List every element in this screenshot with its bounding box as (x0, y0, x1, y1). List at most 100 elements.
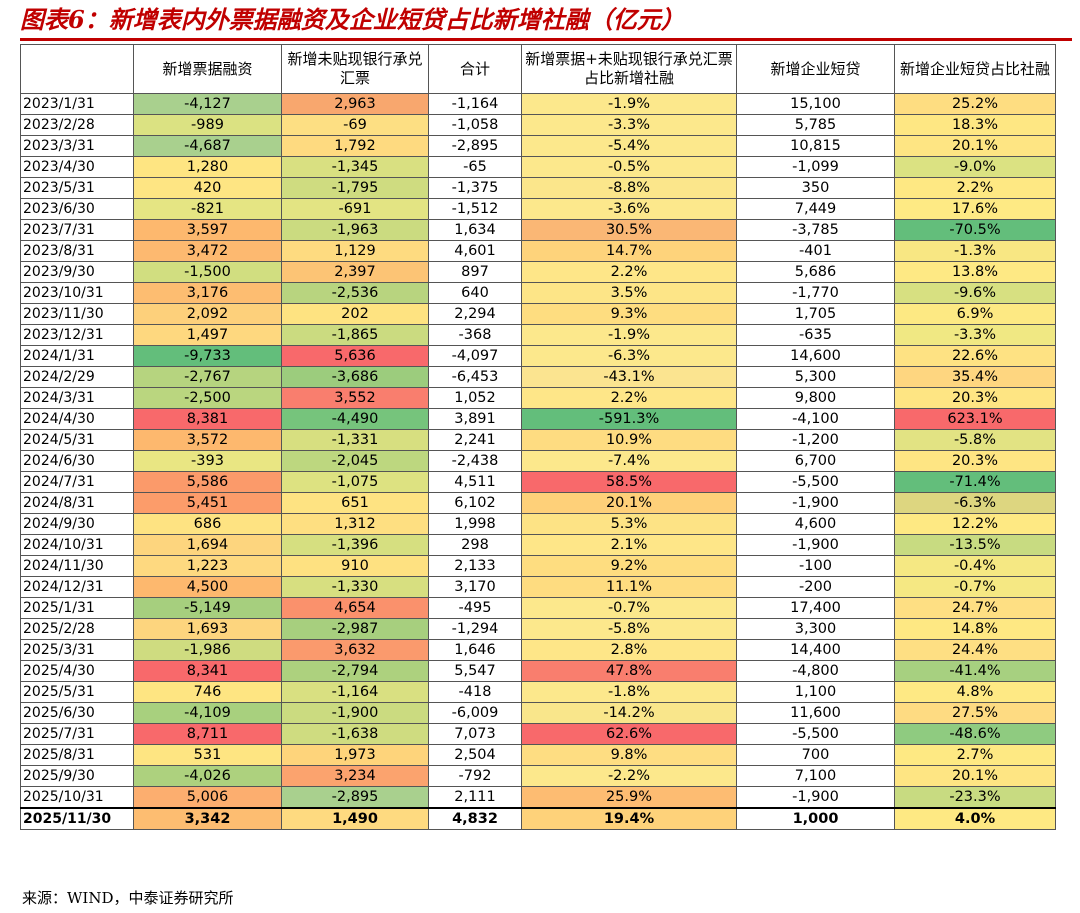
date-cell: 2025/4/30 (20, 660, 134, 682)
bill-share-cell: 2.2% (521, 261, 737, 283)
undiscounted-acceptance-cell: 651 (281, 492, 429, 514)
short-loans-cell: 5,686 (736, 261, 895, 283)
total-cell: 5,547 (428, 660, 522, 682)
short-loans-cell: 3,300 (736, 618, 895, 640)
bill-share-cell: 30.5% (521, 219, 737, 241)
bill-financing-cell: 1,280 (133, 156, 282, 178)
total-cell: 4,511 (428, 471, 522, 493)
bill-share-cell: -591.3% (521, 408, 737, 430)
short-loans-cell: 14,400 (736, 639, 895, 661)
short-loans-cell: -1,900 (736, 786, 895, 809)
bill-financing-cell: -393 (133, 450, 282, 472)
table-row: 2024/10/31 1,694 -1,396 298 2.1% -1,900 -13.5% (20, 534, 1056, 556)
bill-share-cell: -1.9% (521, 93, 737, 115)
bill-financing-cell: 531 (133, 744, 282, 766)
undiscounted-acceptance-cell: -1,795 (281, 177, 429, 199)
date-cell: 2025/6/30 (20, 702, 134, 724)
date-cell: 2024/2/29 (20, 366, 134, 388)
header-short-loans: 新增企业短贷 (736, 44, 895, 94)
bill-share-cell: 2.8% (521, 639, 737, 661)
short-loans-cell: 11,600 (736, 702, 895, 724)
table-row: 2024/2/29 -2,767 -3,686 -6,453 -43.1% 5,300 35… (20, 366, 1056, 388)
total-cell: -1,512 (428, 198, 522, 220)
short-loan-share-cell: -5.8% (894, 429, 1056, 451)
total-cell: 4,832 (428, 807, 522, 830)
bill-share-cell: 2.2% (521, 387, 737, 409)
bill-share-cell: 47.8% (521, 660, 737, 682)
total-cell: 6,102 (428, 492, 522, 514)
table-row: 2023/2/28 -989 -69 -1,058 -3.3% 5,785 18.3% (20, 114, 1056, 136)
undiscounted-acceptance-cell: 202 (281, 303, 429, 325)
total-cell: -495 (428, 597, 522, 619)
table-row: 2023/3/31 -4,687 1,792 -2,895 -5.4% 10,815 20.… (20, 135, 1056, 157)
date-cell: 2023/11/30 (20, 303, 134, 325)
page-title: 图表6：新增表内外票据融资及企业短贷占比新增社融（亿元） (20, 5, 685, 34)
undiscounted-acceptance-cell: -1,331 (281, 429, 429, 451)
total-cell: -1,164 (428, 93, 522, 115)
short-loan-share-cell: 25.2% (894, 93, 1056, 115)
bill-share-cell: -5.8% (521, 618, 737, 640)
short-loans-cell: 6,700 (736, 450, 895, 472)
bill-share-cell: -0.7% (521, 597, 737, 619)
total-cell: -2,895 (428, 135, 522, 157)
bill-financing-cell: -2,767 (133, 366, 282, 388)
bill-share-cell: -14.2% (521, 702, 737, 724)
short-loan-share-cell: 27.5% (894, 702, 1056, 724)
bill-financing-cell: -1,986 (133, 639, 282, 661)
bill-share-cell: 25.9% (521, 786, 737, 809)
total-cell: -6,453 (428, 366, 522, 388)
date-cell: 2023/10/31 (20, 282, 134, 304)
undiscounted-acceptance-cell: -2,987 (281, 618, 429, 640)
bill-share-cell: -43.1% (521, 366, 737, 388)
bill-financing-cell: 686 (133, 513, 282, 535)
short-loans-cell: -1,900 (736, 534, 895, 556)
date-cell: 2024/12/31 (20, 576, 134, 598)
bill-financing-cell: 1,694 (133, 534, 282, 556)
bill-financing-cell: 5,451 (133, 492, 282, 514)
short-loan-share-cell: -23.3% (894, 786, 1056, 809)
short-loans-cell: -5,500 (736, 723, 895, 745)
undiscounted-acceptance-cell: 4,654 (281, 597, 429, 619)
table-row: 2025/8/31 531 1,973 2,504 9.8% 700 2.7% (20, 744, 1056, 766)
total-cell: -1,058 (428, 114, 522, 136)
short-loan-share-cell: 6.9% (894, 303, 1056, 325)
table-row: 2024/5/31 3,572 -1,331 2,241 10.9% -1,200 -5.8… (20, 429, 1056, 451)
short-loans-cell: 5,785 (736, 114, 895, 136)
short-loans-cell: 1,705 (736, 303, 895, 325)
table-row: 2025/4/30 8,341 -2,794 5,547 47.8% -4,800 -41.… (20, 660, 1056, 682)
table-row: 2024/3/31 -2,500 3,552 1,052 2.2% 9,800 20.3% (20, 387, 1056, 409)
bill-share-cell: 10.9% (521, 429, 737, 451)
short-loans-cell: -4,100 (736, 408, 895, 430)
bill-share-cell: 9.8% (521, 744, 737, 766)
undiscounted-acceptance-cell: -2,794 (281, 660, 429, 682)
total-cell: -418 (428, 681, 522, 703)
bill-share-cell: -6.3% (521, 345, 737, 367)
date-cell: 2025/3/31 (20, 639, 134, 661)
bill-share-cell: 58.5% (521, 471, 737, 493)
bill-share-cell: 20.1% (521, 492, 737, 514)
bill-share-cell: -1.8% (521, 681, 737, 703)
short-loan-share-cell: -13.5% (894, 534, 1056, 556)
total-cell: 1,646 (428, 639, 522, 661)
table-row: 2025/9/30 -4,026 3,234 -792 -2.2% 7,100 20.1% (20, 765, 1056, 787)
date-cell: 2025/7/31 (20, 723, 134, 745)
short-loan-share-cell: -0.4% (894, 555, 1056, 577)
short-loan-share-cell: 20.3% (894, 387, 1056, 409)
short-loans-cell: -100 (736, 555, 895, 577)
undiscounted-acceptance-cell: -1,330 (281, 576, 429, 598)
total-cell: 2,111 (428, 786, 522, 809)
undiscounted-acceptance-cell: -1,900 (281, 702, 429, 724)
total-cell: 4,601 (428, 240, 522, 262)
short-loans-cell: -1,200 (736, 429, 895, 451)
table-row: 2025/10/31 5,006 -2,895 2,111 25.9% -1,900 -23… (20, 786, 1056, 809)
short-loans-cell: 7,100 (736, 765, 895, 787)
bill-financing-cell: -821 (133, 198, 282, 220)
undiscounted-acceptance-cell: -1,396 (281, 534, 429, 556)
short-loan-share-cell: -41.4% (894, 660, 1056, 682)
bill-financing-cell: -1,500 (133, 261, 282, 283)
date-cell: 2024/7/31 (20, 471, 134, 493)
undiscounted-acceptance-cell: -2,045 (281, 450, 429, 472)
date-cell: 2023/2/28 (20, 114, 134, 136)
table-row: 2024/6/30 -393 -2,045 -2,438 -7.4% 6,700 20.3% (20, 450, 1056, 472)
date-cell: 2025/1/31 (20, 597, 134, 619)
